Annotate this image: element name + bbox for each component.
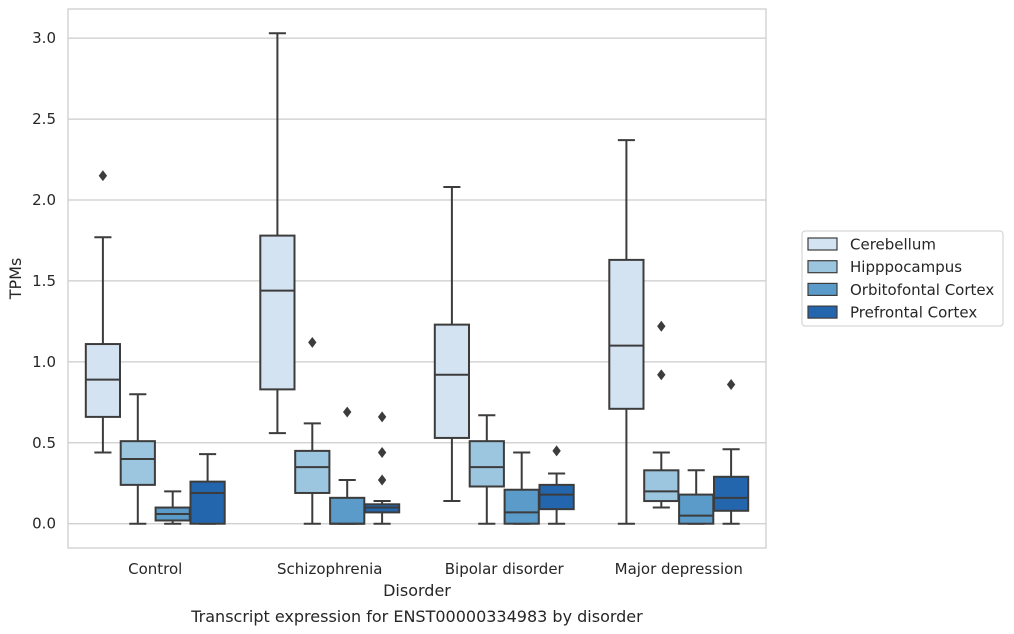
outlier-point [343,406,352,418]
box-group [712,379,750,525]
outlier-point [98,170,108,182]
legend: Cerebellum Hipppocampus Orbitofontal Corte… [801,230,1004,327]
outlier-point [552,445,561,457]
x-axis-title: Disorder [383,581,451,600]
box-group [643,320,680,509]
box [503,488,540,525]
box-group [294,336,331,525]
chart-caption: Transcript expression for ENST0000033498… [190,607,643,626]
box-group [538,445,575,525]
box [329,496,366,525]
box [643,469,680,503]
legend-items: Cerebellum Hipppocampus Orbitofontal Corte… [807,236,994,322]
box-group [84,170,122,454]
legend-label: Orbitofontal Cortex [850,281,994,299]
box [678,493,715,525]
outlier-point [657,369,666,381]
legend-swatch [807,305,838,319]
legend-swatch [807,282,838,296]
plot-frame [67,8,767,549]
outlier-point [726,379,736,390]
box [119,440,156,486]
legend-label: Prefrontal Cortex [850,304,977,322]
box-group [329,406,366,525]
outlier-point [308,336,317,348]
box-group [433,186,471,503]
y-tick-labels: 0.0 0.5 1.0 1.5 2.0 2.5 3.0 [32,29,56,533]
legend-label: Hipppocampus [850,258,962,276]
box-group [678,469,715,525]
outlier-point [377,474,387,486]
y-tick-label: 1.5 [32,272,56,290]
box-group [468,414,505,525]
box-group [189,453,226,525]
x-tick-label: Schizophrenia [277,560,382,578]
legend-swatch [807,260,838,274]
legend-frame [801,230,1004,327]
y-axis-title: TPMs [6,258,25,301]
box [608,258,645,410]
y-tick-label: 3.0 [32,29,56,47]
box [433,323,471,439]
box-group [119,393,156,525]
x-tick-label: Control [128,560,182,578]
x-tick-label: Bipolar disorder [445,560,565,578]
legend-swatch [807,237,838,251]
box-group [259,32,296,435]
box-group [503,451,540,525]
y-tick-label: 0.0 [32,515,56,533]
box [468,440,505,488]
x-tick-label: Major depression [615,560,743,578]
legend-label: Cerebellum [850,236,936,254]
y-tick-label: 0.5 [32,434,56,452]
gridlines [68,37,766,525]
outlier-point [657,320,666,332]
y-tick-label: 1.0 [32,353,56,371]
box [712,475,750,512]
x-tick-labels: Control Schizophrenia Bipolar disorder Majo… [128,560,743,578]
box-group [363,411,401,525]
outlier-point [377,447,387,458]
box [259,234,296,391]
boxes-layer [84,32,750,525]
y-tick-label: 2.0 [32,191,56,209]
y-tick-label: 2.5 [32,110,56,128]
box [294,449,331,494]
box [538,483,575,511]
outlier-point [377,411,387,423]
box [189,480,226,525]
box-group [608,139,645,525]
box-group [154,490,191,525]
